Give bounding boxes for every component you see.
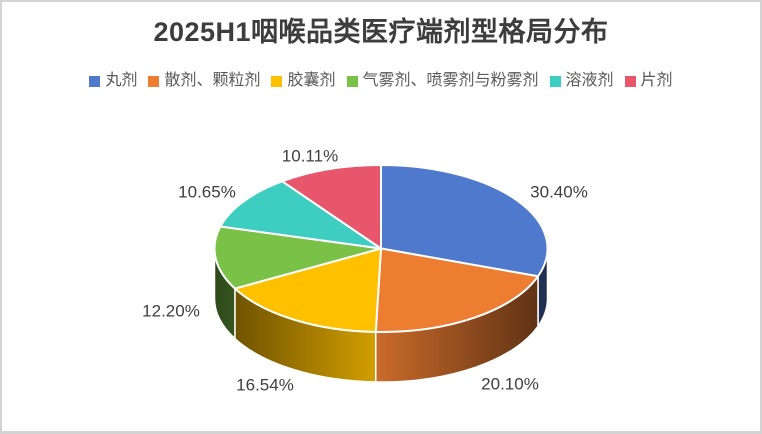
pie-data-label-2: 16.54% [236,376,294,395]
pie-data-label-3: 12.20% [142,302,200,321]
legend-swatch-icon [89,75,101,87]
pie-data-label-5: 10.11% [282,147,338,166]
legend-item-rongyeji: 溶液剂 [549,71,614,91]
legend-swatch-icon [271,75,283,87]
legend-swatch-icon [346,75,358,87]
chart-legend: 丸剂 散剂、颗粒剂 胶囊剂 气雾剂、喷雾剂与粉雾剂 溶液剂 片剂 [2,71,760,91]
pie-data-label-1: 20.10% [481,375,539,394]
legend-swatch-icon [549,75,561,87]
pie-slice-0 [380,164,549,278]
legend-label: 气雾剂、喷雾剂与粉雾剂 [362,72,539,89]
chart-title: 2025H1咽喉品类医疗端剂型格局分布 [153,17,609,47]
legend-item-wanji: 丸剂 [89,71,137,91]
legend-item-sanji-keliji: 散剂、颗粒剂 [148,71,260,91]
legend-label: 片剂 [640,72,673,89]
pie-slice-3 [213,225,382,290]
pie-data-label-4: 10.65% [178,183,236,202]
pie-data-label-0: 30.40% [530,183,588,202]
pie-slice-5 [281,164,382,250]
legend-item-jiaonangji: 胶囊剂 [271,71,336,91]
legend-swatch-icon [624,75,636,87]
legend-label: 胶囊剂 [287,72,336,89]
legend-label: 丸剂 [105,72,138,89]
legend-item-pianji: 片剂 [624,71,673,91]
legend-label: 散剂、颗粒剂 [164,72,261,89]
pie-slice-2 [233,247,382,333]
legend-swatch-icon [148,75,160,87]
legend-label: 溶液剂 [565,72,614,89]
legend-item-qiwuji: 气雾剂、喷雾剂与粉雾剂 [346,71,539,91]
pie-slice-4 [219,180,382,250]
pie-slice-1 [374,247,540,333]
